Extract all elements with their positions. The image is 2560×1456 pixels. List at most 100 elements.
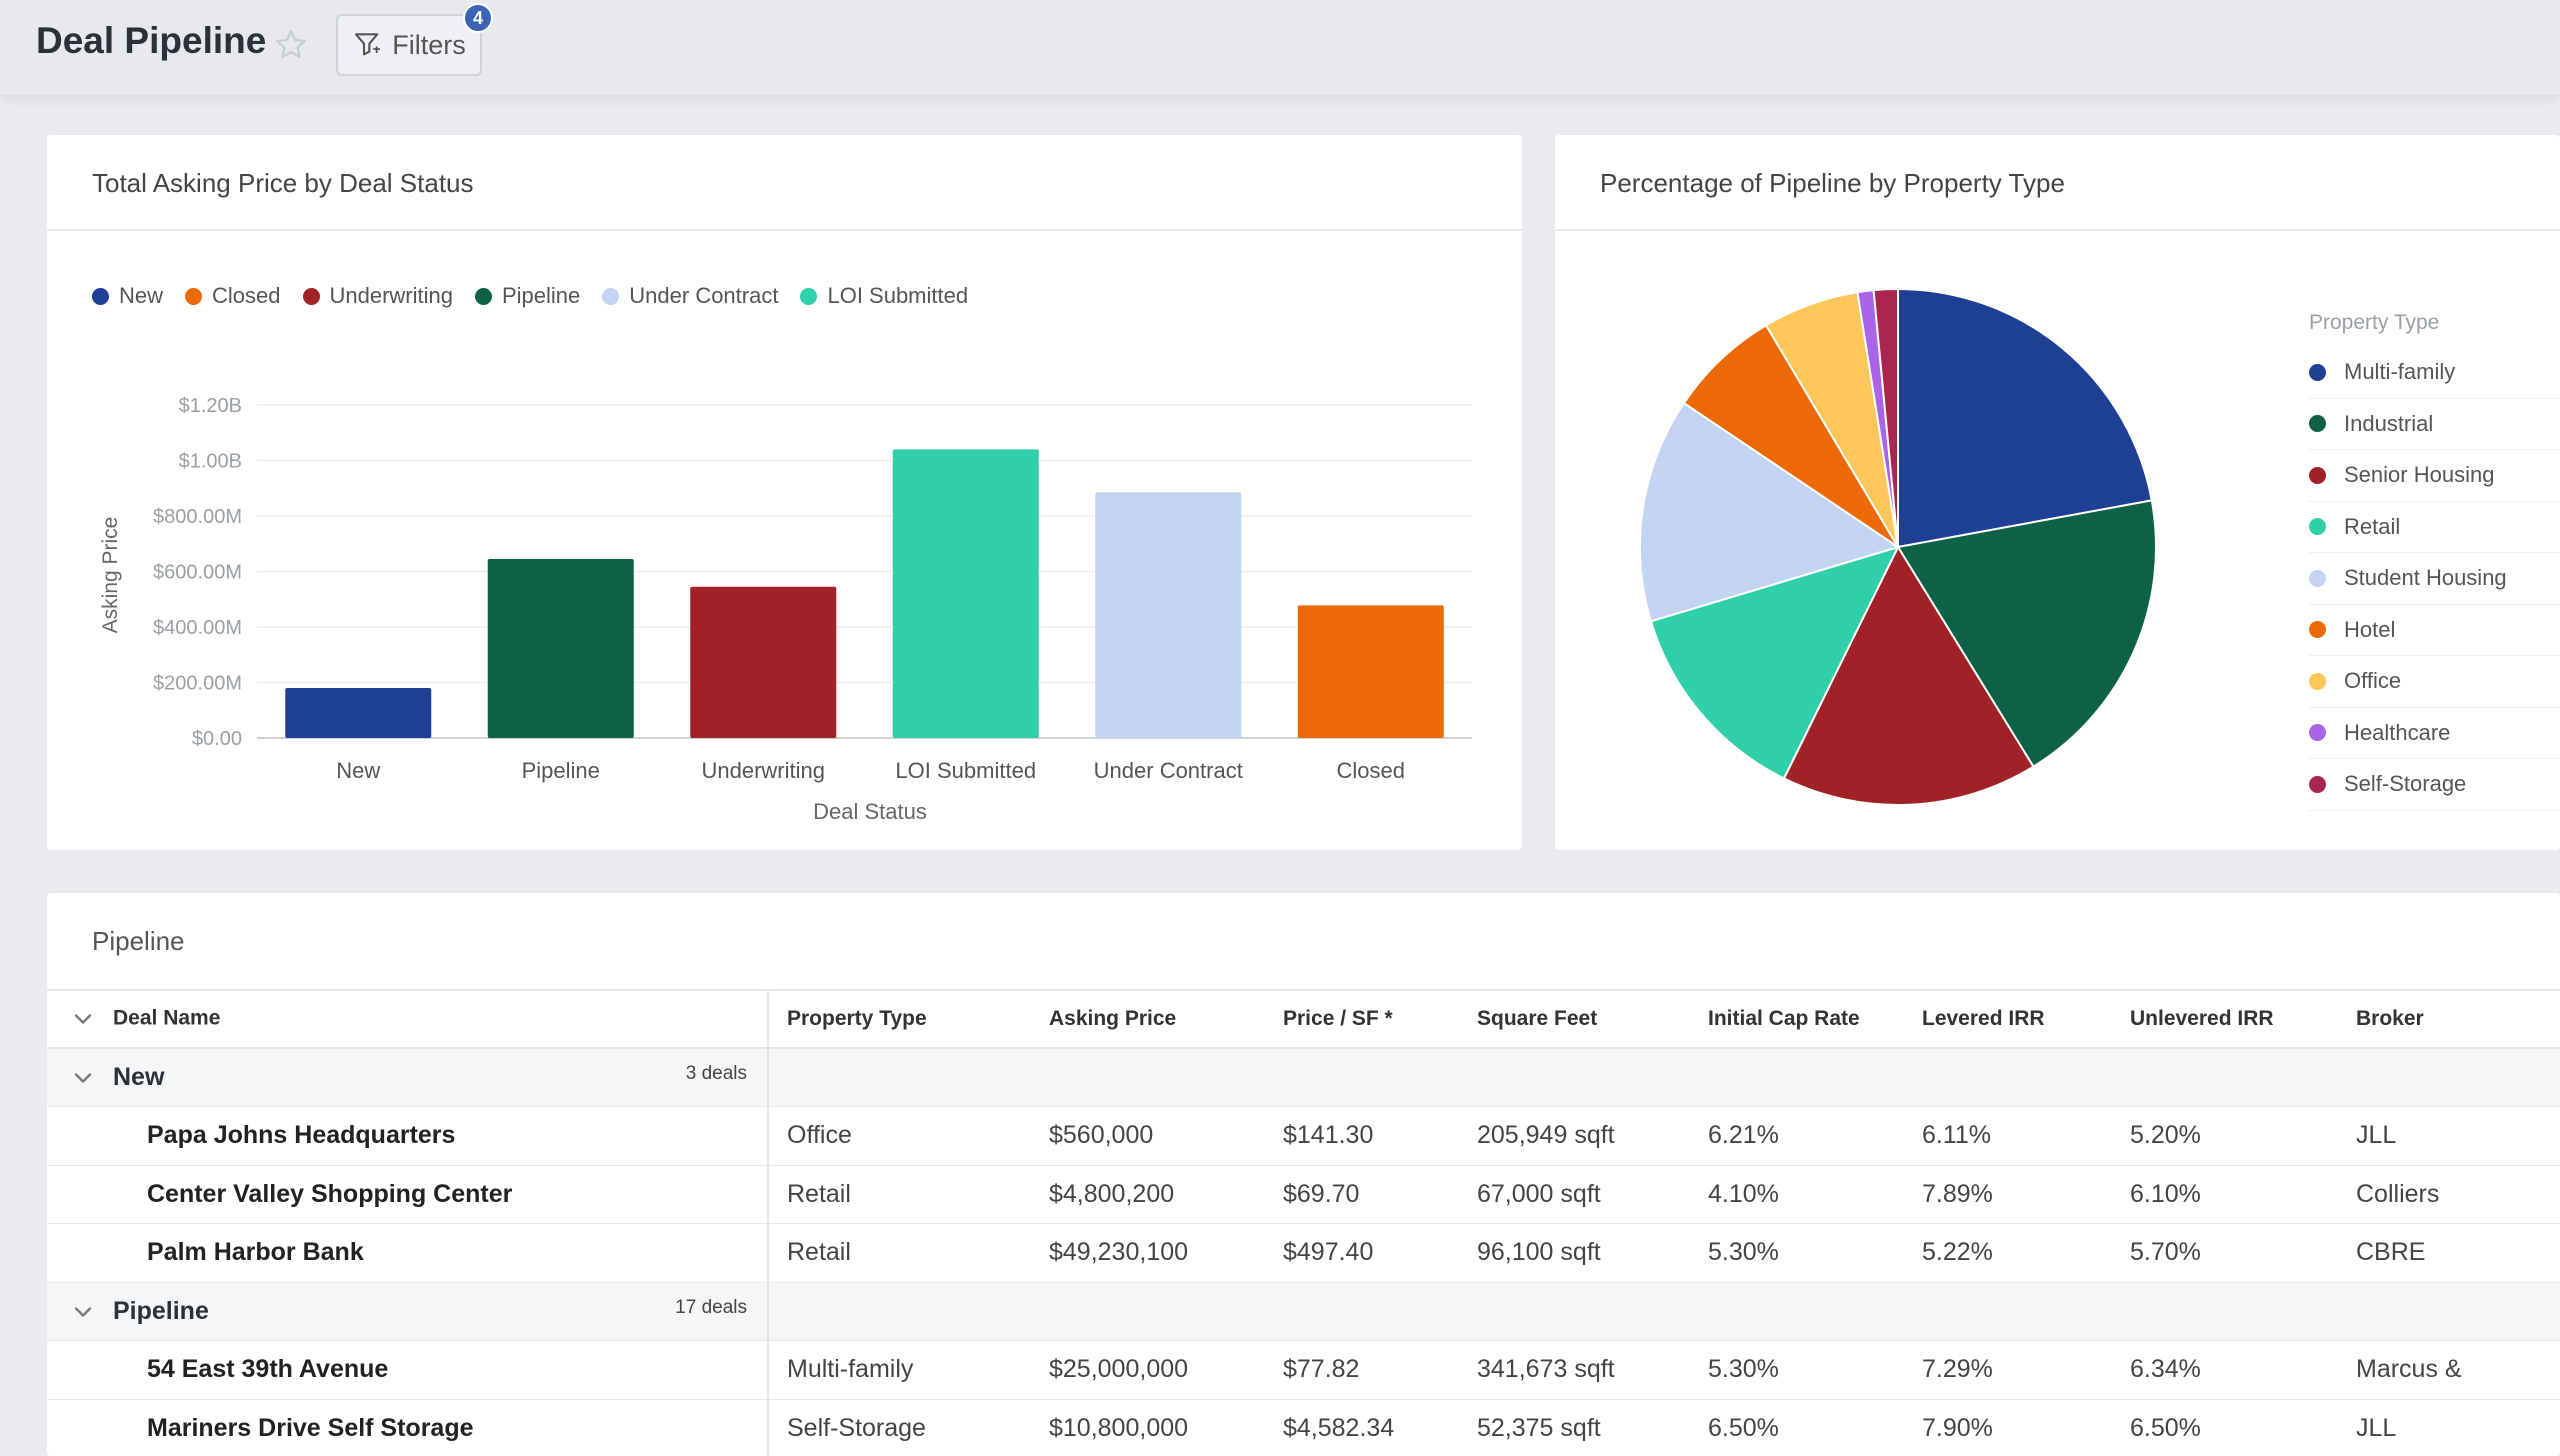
- cell-price-sf: $69.70: [1265, 1165, 1459, 1224]
- pie-slice-hotel[interactable]: [1682, 323, 1899, 548]
- cell-broker: JLL: [2338, 1106, 2560, 1166]
- column-header-broker[interactable]: Broker: [2338, 989, 2560, 1049]
- pie-legend-item-office[interactable]: Office: [2309, 656, 2560, 708]
- column-header-label: Property Type: [787, 1007, 927, 1030]
- legend-label: Hotel: [2344, 616, 2396, 642]
- pie-slice-industrial[interactable]: [1896, 499, 2157, 768]
- cell-levered-irr: 5.22%: [1904, 1223, 2112, 1283]
- legend-label: LOI Submitted: [827, 283, 969, 308]
- cell-square-feet: 67,000 sqft: [1459, 1165, 1690, 1224]
- pie-slice-retail[interactable]: [1649, 545, 1900, 780]
- x-tick-label: Closed: [1337, 758, 1405, 783]
- pipeline-table-card: Pipeline Deal Name Property Type Asking Pr…: [47, 893, 2560, 1456]
- bar-closed[interactable]: [1297, 605, 1444, 738]
- cell-property-type: Office: [768, 1106, 1031, 1166]
- pipeline-table: Deal Name Property Type Asking Price Price …: [47, 989, 2560, 1456]
- pie-legend-item-multi-family[interactable]: Multi-family: [2309, 347, 2560, 399]
- bar-new[interactable]: [285, 688, 432, 738]
- column-header-property-type[interactable]: Property Type: [768, 989, 1031, 1049]
- bar-loi-submitted[interactable]: [892, 449, 1039, 738]
- pie-slice-senior-housing[interactable]: [1782, 544, 2035, 806]
- column-header-price-sf[interactable]: Price / SF *: [1265, 989, 1459, 1049]
- group-name: Pipeline: [113, 1296, 209, 1325]
- pie-slice-self-storage[interactable]: [1872, 287, 1899, 548]
- pie-chart-title: Percentage of Pipeline by Property Type: [1600, 168, 2065, 198]
- x-tick-label: Under Contract: [1094, 758, 1243, 783]
- cell-initial-cap-rate: 4.10%: [1690, 1165, 1904, 1224]
- table-row[interactable]: Palm Harbor Bank Retail $49,230,100 $497.40…: [47, 1223, 2560, 1283]
- legend-item-under-contract[interactable]: Under Contract: [602, 283, 778, 309]
- table-row[interactable]: 54 East 39th Avenue Multi-family $25,000,0…: [47, 1340, 2560, 1400]
- legend-label: Under Contract: [629, 283, 779, 308]
- chevron-down-icon[interactable]: [69, 1064, 97, 1092]
- column-header-levered-irr[interactable]: Levered IRR: [1904, 989, 2112, 1049]
- legend-swatch: [602, 287, 620, 305]
- pie-slice-student-housing[interactable]: [1639, 401, 1901, 623]
- column-header-initial-cap-rate[interactable]: Initial Cap Rate: [1690, 989, 1904, 1049]
- star-icon[interactable]: [272, 26, 310, 64]
- legend-item-new[interactable]: New: [92, 283, 163, 309]
- pie-legend-item-senior-housing[interactable]: Senior Housing: [2309, 450, 2560, 502]
- bar-under-contract[interactable]: [1095, 492, 1242, 738]
- cell-initial-cap-rate: 6.21%: [1690, 1106, 1904, 1166]
- chevron-down-icon[interactable]: [69, 1005, 97, 1033]
- legend-label: Underwriting: [329, 283, 454, 308]
- deal-name-cell[interactable]: Center Valley Shopping Center: [47, 1165, 769, 1224]
- pie-legend-item-industrial[interactable]: Industrial: [2309, 399, 2560, 450]
- deal-name-cell[interactable]: Palm Harbor Bank: [47, 1223, 769, 1283]
- filter-icon: [355, 33, 381, 56]
- legend-item-closed[interactable]: Closed: [185, 283, 281, 309]
- deal-name-cell[interactable]: Mariners Drive Self Storage: [47, 1399, 769, 1456]
- cell-levered-irr: 7.29%: [1904, 1340, 2112, 1400]
- legend-item-underwriting[interactable]: Underwriting: [302, 283, 454, 309]
- cell-square-feet: 52,375 sqft: [1459, 1399, 1690, 1456]
- legend-label: Pipeline: [502, 283, 581, 308]
- filters-button[interactable]: Filters: [336, 14, 482, 76]
- pie-legend-item-hotel[interactable]: Hotel: [2309, 605, 2560, 656]
- pie-legend-item-retail[interactable]: Retail: [2309, 502, 2560, 553]
- cell-square-feet: 341,673 sqft: [1459, 1340, 1690, 1400]
- legend-swatch: [2309, 621, 2326, 639]
- column-header-unlevered-irr[interactable]: Unlevered IRR: [2112, 989, 2338, 1049]
- group-row-new[interactable]: New 3 deals: [47, 1048, 2560, 1107]
- table-row[interactable]: Mariners Drive Self Storage Self-Storage $…: [47, 1399, 2560, 1456]
- top-bar: Deal Pipeline Filters 4: [0, 0, 2560, 96]
- deal-name-cell[interactable]: Papa Johns Headquarters: [47, 1106, 769, 1166]
- cell-broker: JLL: [2338, 1399, 2560, 1456]
- legend-swatch: [92, 287, 109, 305]
- chevron-down-icon[interactable]: [69, 1298, 97, 1326]
- cell-property-type: Multi-family: [768, 1340, 1031, 1400]
- group-name: New: [113, 1062, 165, 1091]
- pie-slice-multi-family[interactable]: [1897, 287, 2153, 549]
- column-header-square-feet[interactable]: Square Feet: [1459, 989, 1690, 1049]
- deal-name-cell[interactable]: 54 East 39th Avenue: [47, 1340, 769, 1400]
- legend-swatch: [2309, 775, 2326, 793]
- bar-chart-legend: New Closed Underwriting Pipeline Under Contr…: [92, 283, 968, 309]
- group-row-pipeline[interactable]: Pipeline 17 deals: [47, 1282, 2560, 1341]
- group-count: 17 deals: [675, 1296, 747, 1318]
- bar-chart: $0.00 $200.00M $400.00M $600.00M $800.00M $1.…: [99, 395, 1472, 824]
- pie-legend-item-student-housing[interactable]: Student Housing: [2309, 553, 2560, 605]
- cell-square-feet: 96,100 sqft: [1459, 1223, 1690, 1283]
- x-tick-label: Pipeline: [522, 758, 600, 783]
- pie-legend-item-self-storage[interactable]: Self-Storage: [2309, 759, 2560, 811]
- table-section-title: Pipeline: [92, 926, 185, 956]
- column-header-asking-price[interactable]: Asking Price: [1031, 989, 1265, 1049]
- cell-unlevered-irr: 5.20%: [2112, 1106, 2338, 1166]
- group-row-filler: [768, 1282, 2560, 1341]
- cell-unlevered-irr: 5.70%: [2112, 1223, 2338, 1283]
- legend-swatch: [2309, 569, 2326, 587]
- page-title: Deal Pipeline: [36, 20, 267, 61]
- pie-legend-item-healthcare[interactable]: Healthcare: [2309, 708, 2560, 759]
- bar-underwriting[interactable]: [690, 586, 837, 738]
- cell-square-feet: 205,949 sqft: [1459, 1106, 1690, 1166]
- cell-price-sf: $77.82: [1265, 1340, 1459, 1400]
- column-header-deal-name[interactable]: Deal Name: [47, 989, 769, 1049]
- table-row[interactable]: Papa Johns Headquarters Office $560,000 $14…: [47, 1106, 2560, 1166]
- legend-swatch: [2309, 415, 2326, 433]
- bar-pipeline[interactable]: [487, 559, 634, 738]
- table-row[interactable]: Center Valley Shopping Center Retail $4,80…: [47, 1165, 2560, 1224]
- legend-item-pipeline[interactable]: Pipeline: [475, 283, 580, 309]
- legend-item-loi-submitted[interactable]: LOI Submitted: [800, 283, 968, 309]
- pie-chart: [1639, 287, 2157, 806]
